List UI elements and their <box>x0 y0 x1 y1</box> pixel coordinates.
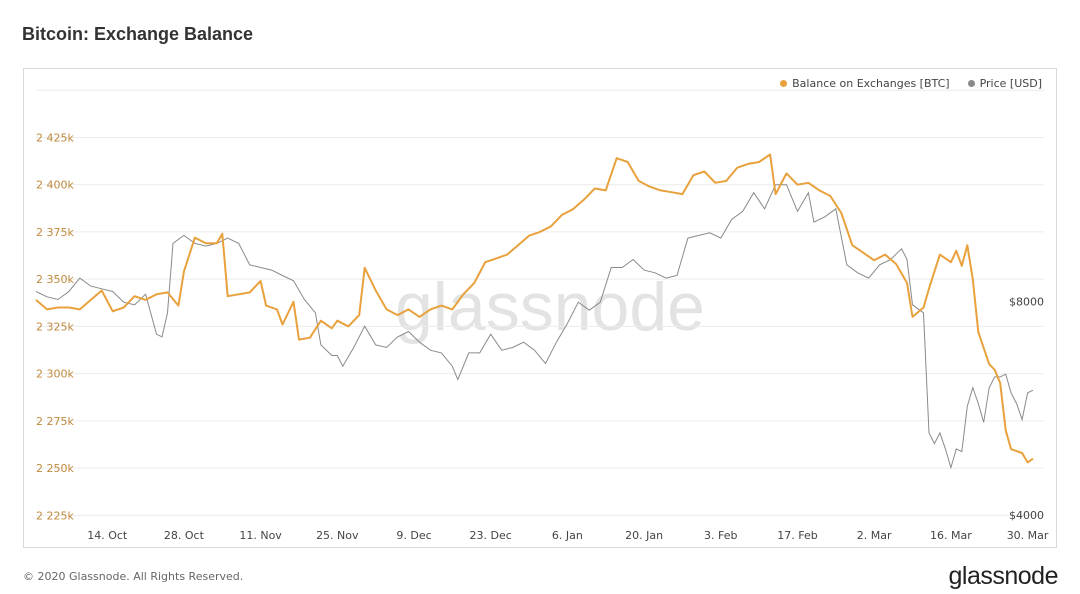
legend-label-balance: Balance on Exchanges [BTC] <box>792 77 950 90</box>
legend-marker-balance <box>780 80 788 87</box>
brand-logo: glassnode <box>948 562 1059 590</box>
chart-panel <box>23 68 1057 548</box>
legend-marker-price <box>967 80 975 87</box>
legend-item-balance[interactable]: Balance on Exchanges [BTC] <box>780 77 950 90</box>
legend-item-price[interactable]: Price [USD] <box>967 77 1042 90</box>
legend-label-price: Price [USD] <box>979 77 1042 90</box>
chart-title: Bitcoin: Exchange Balance <box>22 24 254 44</box>
copyright-text: © 2020 Glassnode. All Rights Reserved. <box>23 570 244 583</box>
chart-legend: Balance on Exchanges [BTC] Price [USD] <box>780 77 1042 90</box>
